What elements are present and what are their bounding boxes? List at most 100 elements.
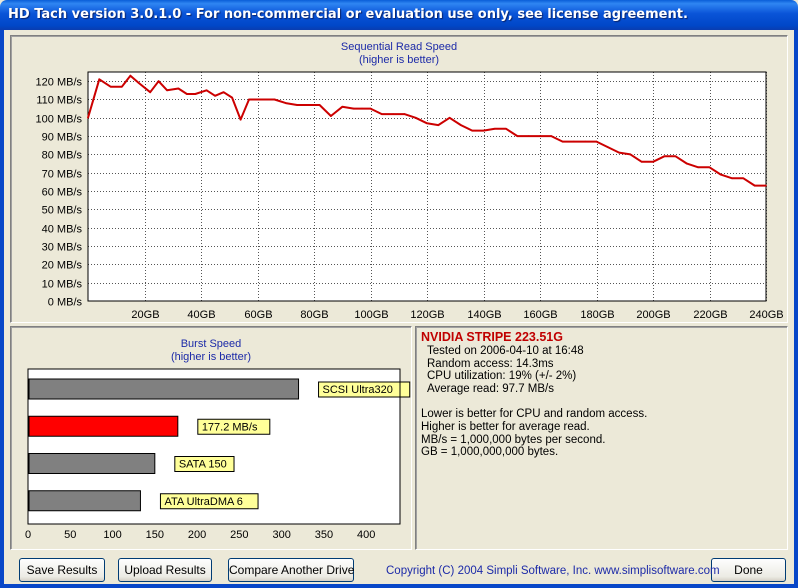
read-speed-point <box>177 87 180 90</box>
read-speed-point <box>231 96 233 99</box>
read-speed-point <box>186 93 188 95</box>
note-cpu: Lower is better for CPU and random acces… <box>421 407 648 420</box>
x-tick-label: 20GB <box>131 309 159 321</box>
read-speed-point <box>618 151 620 154</box>
sequential-read-panel: Sequential Read Speed (higher is better)… <box>10 35 788 323</box>
window-title: HD Tach version 3.0.1.0 - For non-commer… <box>8 7 688 22</box>
read-speed-point <box>471 129 474 132</box>
read-speed-point <box>149 91 151 93</box>
y-tick-label: 10 MB/s <box>42 279 83 291</box>
x-tick-label: 140GB <box>467 309 501 321</box>
note-average-read: Higher is better for average read. <box>421 420 590 433</box>
read-speed-point <box>194 93 197 95</box>
burst-bar-label-box <box>197 418 271 435</box>
read-speed-point <box>640 161 643 163</box>
burst-x-tick-label: 0 <box>25 529 31 541</box>
burst-speed-panel: Burst Speed (higher is better) SCSI Ultr… <box>10 326 412 550</box>
read-speed-point <box>129 74 132 77</box>
read-speed-point <box>460 124 462 126</box>
x-tick-label: 240GB <box>749 309 783 321</box>
read-speed-point <box>205 89 208 92</box>
y-tick-label: 40 MB/s <box>42 224 83 236</box>
burst-bar <box>28 378 300 400</box>
burst-x-tick-label: 250 <box>230 529 248 541</box>
x-tick-label: 120GB <box>410 309 444 321</box>
sequential-read-chart: 0 MB/s 10 MB/s 20 MB/s 30 MB/s 40 MB/s 50 MB/… <box>36 71 784 321</box>
read-speed-point <box>109 85 112 88</box>
read-speed-point <box>663 155 666 158</box>
bar-plot-border <box>27 368 401 525</box>
read-speed-point <box>561 140 564 143</box>
read-speed-point <box>494 128 496 130</box>
x-tick-label: 220GB <box>693 309 727 321</box>
compare-another-drive-button[interactable]: Compare Another Drive <box>228 558 354 582</box>
x-tick-label: 40GB <box>187 309 215 321</box>
drive-name: NVIDIA STRIPE 223.51G <box>421 330 563 344</box>
read-speed-point <box>708 166 711 169</box>
read-speed-point <box>448 117 451 119</box>
read-speed-point <box>381 113 383 115</box>
title-bar[interactable]: HD Tach version 3.0.1.0 - For non-commer… <box>0 0 798 30</box>
burst-speed-chart: SCSI Ultra320 177.2 MB/s SATA 150 ATA Ultra… <box>25 368 411 541</box>
read-speed-point <box>157 80 160 82</box>
y-tick-label: 60 MB/s <box>42 187 83 199</box>
burst-bar-label-box <box>159 493 259 510</box>
sequential-read-chart-title: Sequential Read Speed (higher is better) <box>11 41 787 67</box>
read-speed-point <box>607 146 609 148</box>
y-tick-label: 120 MB/s <box>36 77 83 89</box>
read-speed-point <box>361 107 363 110</box>
burst-bar-label: SATA 150 <box>179 459 227 471</box>
x-tick-label: 180GB <box>580 309 614 321</box>
burst-speed-title: Burst Speed <box>180 338 242 350</box>
read-speed-point <box>550 135 553 137</box>
read-speed-point <box>392 113 394 115</box>
read-speed-point <box>753 184 756 187</box>
read-speed-point <box>239 118 242 121</box>
burst-x-tick-label: 50 <box>64 529 76 541</box>
burst-bar-label: ATA UltraDMA 6 <box>164 496 242 508</box>
burst-bar <box>28 453 156 474</box>
done-button[interactable]: Done <box>711 558 786 582</box>
read-speed-point <box>731 177 733 180</box>
y-tick-label: 0 MB/s <box>48 297 83 309</box>
note-gb-definition: GB = 1,000,000,000 bytes. <box>421 446 559 459</box>
burst-bar-label: SCSI Ultra320 <box>323 384 393 396</box>
y-tick-label: 70 MB/s <box>42 169 83 181</box>
read-speed-point <box>629 153 632 156</box>
x-tick-label: 160GB <box>523 309 557 321</box>
upload-results-button[interactable]: Upload Results <box>118 558 212 582</box>
burst-bar <box>28 490 141 512</box>
read-speed-point <box>414 117 417 119</box>
burst-bar-label: 177.2 MB/s <box>202 421 258 433</box>
read-speed-point <box>138 82 140 84</box>
read-speed-point <box>595 140 598 143</box>
burst-x-tick-label: 150 <box>146 529 164 541</box>
read-speed-point <box>426 122 428 125</box>
burst-x-tick-label: 300 <box>272 529 290 541</box>
burst-x-tick-label: 200 <box>188 529 206 541</box>
read-speed-point <box>584 140 586 143</box>
read-speed-point <box>527 135 530 137</box>
read-speed-point <box>369 107 372 110</box>
y-tick-label: 80 MB/s <box>42 150 83 162</box>
read-speed-point <box>330 115 332 117</box>
read-speed-point <box>222 91 225 93</box>
sequential-read-title: Sequential Read Speed <box>340 41 458 53</box>
x-tick-label: 100GB <box>354 309 388 321</box>
x-tick-label: 200GB <box>636 309 670 321</box>
read-speed-point <box>262 98 264 101</box>
sequential-read-subtitle: (higher is better) <box>358 54 440 66</box>
read-speed-point <box>307 104 310 106</box>
save-results-button[interactable]: Save Results <box>19 558 105 582</box>
burst-speed-subtitle: (higher is better) <box>170 351 252 363</box>
results-info-panel: NVIDIA STRIPE 223.51G Tested on 2006-04-… <box>415 326 788 550</box>
read-speed-point <box>437 124 440 126</box>
copyright-text: Copyright (C) 2004 Simpli Software, Inc.… <box>386 565 720 577</box>
burst-bar-label-box <box>174 456 235 472</box>
y-tick-label: 20 MB/s <box>42 260 83 272</box>
read-speed-point <box>352 107 355 110</box>
average-read: Average read: 97.7 MB/s <box>427 383 554 396</box>
y-tick-label: 30 MB/s <box>42 242 83 254</box>
read-speed-point <box>121 85 123 88</box>
read-speed-point <box>720 173 722 176</box>
